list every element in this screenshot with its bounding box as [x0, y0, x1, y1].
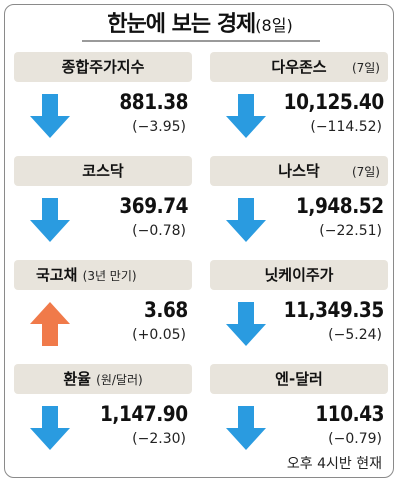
indicator-card-nikkei: 닛케이주가 11,349.35 (−5.24) — [210, 260, 388, 361]
indicator-label-bar — [210, 260, 388, 290]
indicator-change: (−22.51) — [319, 223, 382, 239]
indicator-label-bar — [14, 364, 192, 394]
indicator-value: 11,349.35 — [283, 298, 385, 322]
indicator-note: (7일) — [351, 61, 380, 75]
indicator-label-bar — [14, 52, 192, 82]
indicator-name-text: 환율 — [63, 370, 91, 388]
arrow-down-icon — [30, 406, 70, 450]
indicator-name: 나스닥 — [210, 156, 388, 186]
indicator-name-text: 국고채 — [36, 266, 78, 284]
title-date: (8일) — [255, 16, 293, 35]
indicator-value: 881.38 — [119, 90, 188, 114]
indicator-name: 국고채 (3년 만기) — [14, 260, 214, 290]
indicator-label-bar — [14, 260, 192, 290]
indicator-card-exchange: 환율 (원/달러) 1,147.90 (−2.30) — [14, 364, 192, 465]
title-text: 한눈에 보는 경제 — [107, 12, 256, 37]
indicator-change: (+0.05) — [132, 327, 186, 343]
indicator-card-nasdaq: 나스닥 (7일) 1,948.52 (−22.51) — [210, 156, 388, 257]
indicator-name-text: 나스닥 — [278, 162, 320, 180]
indicator-note: (7일) — [351, 165, 380, 179]
infographic-frame — [4, 4, 394, 478]
indicator-change: (−3.95) — [132, 119, 186, 135]
indicator-name: 다우존스 — [210, 52, 388, 82]
page-title: 한눈에 보는 경제(8일) — [0, 6, 400, 38]
indicator-value: 369.74 — [119, 194, 188, 218]
arrow-down-icon — [226, 198, 266, 242]
indicator-value: 110.43 — [315, 402, 384, 426]
indicator-name: 종합주가지수 — [14, 52, 192, 82]
timestamp-note: 오후 4시반 현재 — [286, 456, 382, 472]
indicator-name: 엔-달러 — [210, 364, 388, 394]
arrow-down-icon — [226, 94, 266, 138]
indicator-change: (−0.78) — [132, 223, 186, 239]
indicator-label-bar — [210, 364, 388, 394]
indicator-note: (3년 만기) — [82, 269, 137, 283]
indicator-name-text: 종합주가지수 — [61, 58, 145, 76]
indicator-card-yen: 엔-달러 110.43 (−0.79) — [210, 364, 388, 465]
arrow-down-icon — [30, 198, 70, 242]
indicator-name-text: 다우존스 — [271, 58, 327, 76]
indicator-change: (−0.79) — [328, 431, 382, 447]
indicator-name-text: 닛케이주가 — [264, 266, 334, 284]
indicator-change: (−2.30) — [132, 431, 186, 447]
indicator-name: 코스닥 — [14, 156, 192, 186]
arrow-down-icon — [30, 94, 70, 138]
indicator-name: 닛케이주가 — [210, 260, 388, 290]
indicator-card-kospi: 종합주가지수 881.38 (−3.95) — [14, 52, 192, 153]
arrow-down-icon — [226, 302, 266, 346]
indicator-card-dow: 다우존스 (7일) 10,125.40 (−114.52) — [210, 52, 388, 153]
indicator-value: 1,147.90 — [100, 402, 188, 426]
indicator-label-bar — [210, 156, 388, 186]
indicator-change: (−114.52) — [310, 119, 382, 135]
indicator-name-text: 코스닥 — [82, 162, 124, 180]
indicator-value: 3.68 — [144, 298, 188, 322]
indicator-change: (−5.24) — [328, 327, 382, 343]
title-underline — [82, 40, 320, 42]
indicator-value: 10,125.40 — [283, 90, 385, 114]
indicator-card-kosdaq: 코스닥 369.74 (−0.78) — [14, 156, 192, 257]
arrow-down-icon — [226, 406, 266, 450]
indicator-label-bar — [210, 52, 388, 82]
arrow-up-icon — [30, 302, 70, 346]
indicator-card-treasury: 국고채 (3년 만기) 3.68 (+0.05) — [14, 260, 192, 361]
indicator-note: (원/달러) — [96, 373, 143, 387]
indicator-name: 환율 (원/달러) — [14, 364, 192, 394]
indicator-label-bar — [14, 156, 192, 186]
indicator-value: 1,948.52 — [296, 194, 384, 218]
indicator-name-text: 엔-달러 — [275, 370, 323, 388]
